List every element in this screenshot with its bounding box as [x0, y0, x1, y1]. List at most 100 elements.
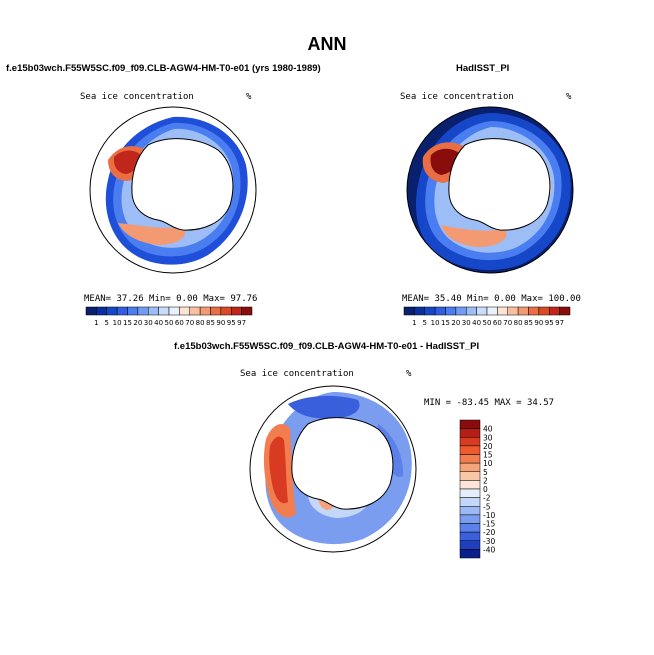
- colorbar-label: -20: [483, 528, 495, 537]
- left-unit-label: %: [246, 92, 252, 102]
- diff-variable-label: Sea ice concentration: [240, 369, 354, 379]
- colorbar-label: 30: [462, 319, 471, 327]
- colorbar-swatch: [459, 437, 481, 447]
- colorbar-label: 30: [144, 319, 153, 327]
- colorbar-swatch: [106, 306, 118, 316]
- colorbar-swatch: [459, 540, 481, 550]
- colorbar-label: 5: [483, 468, 488, 477]
- colorbar-swatch: [459, 480, 481, 490]
- colorbar-swatch: [199, 306, 211, 316]
- colorbar-swatch: [459, 454, 481, 464]
- colorbar-label: 5: [105, 319, 109, 327]
- diff-case-title: f.e15b03wch.F55W5SC.f09_f09.CLB-AGW4-HM-…: [174, 341, 480, 352]
- colorbar-swatch: [179, 306, 190, 316]
- colorbar-swatch: [459, 514, 481, 524]
- right-min-label: Min=: [467, 294, 489, 304]
- colorbar-swatch: [549, 306, 560, 316]
- colorbar-label: 60: [175, 319, 184, 327]
- colorbar-swatch: [445, 306, 457, 316]
- colorbar-swatch: [497, 306, 508, 316]
- diff-stats: MIN = -83.45 MAX = 34.57: [424, 398, 555, 408]
- left-colorbar: 1 5 10 15 20 30 40 50 60 70 80 85 90 95 97: [85, 306, 253, 327]
- colorbar-swatch: [528, 306, 540, 316]
- colorbar-swatch: [220, 306, 232, 316]
- colorbar-swatch: [459, 419, 481, 429]
- colorbar-label: 70: [185, 319, 194, 327]
- right-max-label: Max=: [521, 294, 543, 304]
- colorbar-label: -30: [483, 537, 495, 546]
- colorbar-label: 50: [165, 319, 174, 327]
- colorbar-label: 10: [113, 319, 122, 327]
- colorbar-swatch: [466, 306, 477, 316]
- colorbar-label: 1: [412, 319, 416, 327]
- colorbar-label: 20: [451, 319, 460, 327]
- colorbar-label: 95: [545, 319, 554, 327]
- left-stats: MEAN= 37.26 Min= 0.00 Max= 97.76: [84, 294, 257, 304]
- colorbar-swatch: [455, 306, 467, 316]
- colorbar-label: 60: [493, 319, 502, 327]
- left-polar-map: [89, 106, 257, 274]
- colorbar-swatch: [459, 471, 481, 481]
- left-max-value: 97.76: [230, 294, 258, 304]
- right-unit-label: %: [566, 92, 572, 102]
- colorbar-label: 97: [237, 319, 246, 327]
- colorbar-label: 0: [483, 485, 488, 494]
- colorbar-swatch: [434, 306, 446, 316]
- left-min-label: Min=: [149, 294, 171, 304]
- colorbar-label: -15: [483, 520, 495, 529]
- right-colorbar: 1 5 10 15 20 30 40 50 60 70 80 85 90 95 97: [403, 306, 571, 327]
- right-mean-label: MEAN=: [402, 294, 430, 304]
- colorbar-swatch: [158, 306, 170, 316]
- colorbar-label: 70: [503, 319, 512, 327]
- colorbar-label: -5: [483, 502, 491, 511]
- right-case-title: HadISST_PI: [456, 63, 510, 74]
- colorbar-swatch: [85, 306, 97, 316]
- colorbar-swatch: [459, 497, 481, 507]
- colorbar-label: -10: [483, 511, 495, 520]
- colorbar-label: 90: [534, 319, 543, 327]
- left-mean-value: 37.26: [116, 294, 144, 304]
- right-max-value: 100.00: [548, 294, 581, 304]
- colorbar-swatch: [137, 306, 149, 316]
- colorbar-label: 80: [196, 319, 205, 327]
- colorbar-swatch: [148, 306, 159, 316]
- colorbar-label: -2: [483, 494, 491, 503]
- colorbar-swatch: [517, 306, 529, 316]
- colorbar-label: 20: [133, 319, 142, 327]
- colorbar-label: 95: [227, 319, 236, 327]
- left-max-label: Max=: [203, 294, 225, 304]
- right-polar-map: [406, 106, 574, 274]
- colorbar-swatch: [507, 306, 519, 316]
- left-variable-label: Sea ice concentration: [80, 92, 194, 102]
- colorbar-label: 1: [94, 319, 98, 327]
- diff-polar-map: [249, 385, 417, 553]
- colorbar-swatch: [459, 523, 481, 533]
- colorbar-swatch: [459, 506, 481, 516]
- colorbar-swatch: [538, 306, 550, 316]
- colorbar-swatch: [189, 306, 201, 316]
- colorbar-label: 50: [483, 319, 492, 327]
- colorbar-label: 10: [483, 459, 493, 468]
- colorbar-swatch: [459, 462, 481, 472]
- left-min-value: 0.00: [176, 294, 198, 304]
- colorbar-label: 40: [154, 319, 163, 327]
- colorbar-label: 10: [431, 319, 440, 327]
- colorbar-label: 20: [483, 442, 493, 451]
- left-case-title: f.e15b03wch.F55W5SC.f09_f09.CLB-AGW4-HM-…: [6, 63, 321, 74]
- colorbar-label: 40: [472, 319, 481, 327]
- colorbar-label: -40: [483, 545, 495, 554]
- colorbar-label: 5: [423, 319, 427, 327]
- colorbar-swatch: [127, 306, 139, 316]
- colorbar-label: 15: [441, 319, 450, 327]
- colorbar-swatch: [459, 428, 481, 438]
- colorbar-swatch: [486, 306, 498, 316]
- colorbar-swatch: [476, 306, 488, 316]
- colorbar-swatch: [210, 306, 222, 316]
- colorbar-swatch: [116, 306, 128, 316]
- left-mean-label: MEAN=: [84, 294, 112, 304]
- colorbar-swatch: [414, 306, 425, 316]
- colorbar-swatch: [559, 306, 571, 316]
- colorbar-swatch: [424, 306, 436, 316]
- right-min-value: 0.00: [494, 294, 516, 304]
